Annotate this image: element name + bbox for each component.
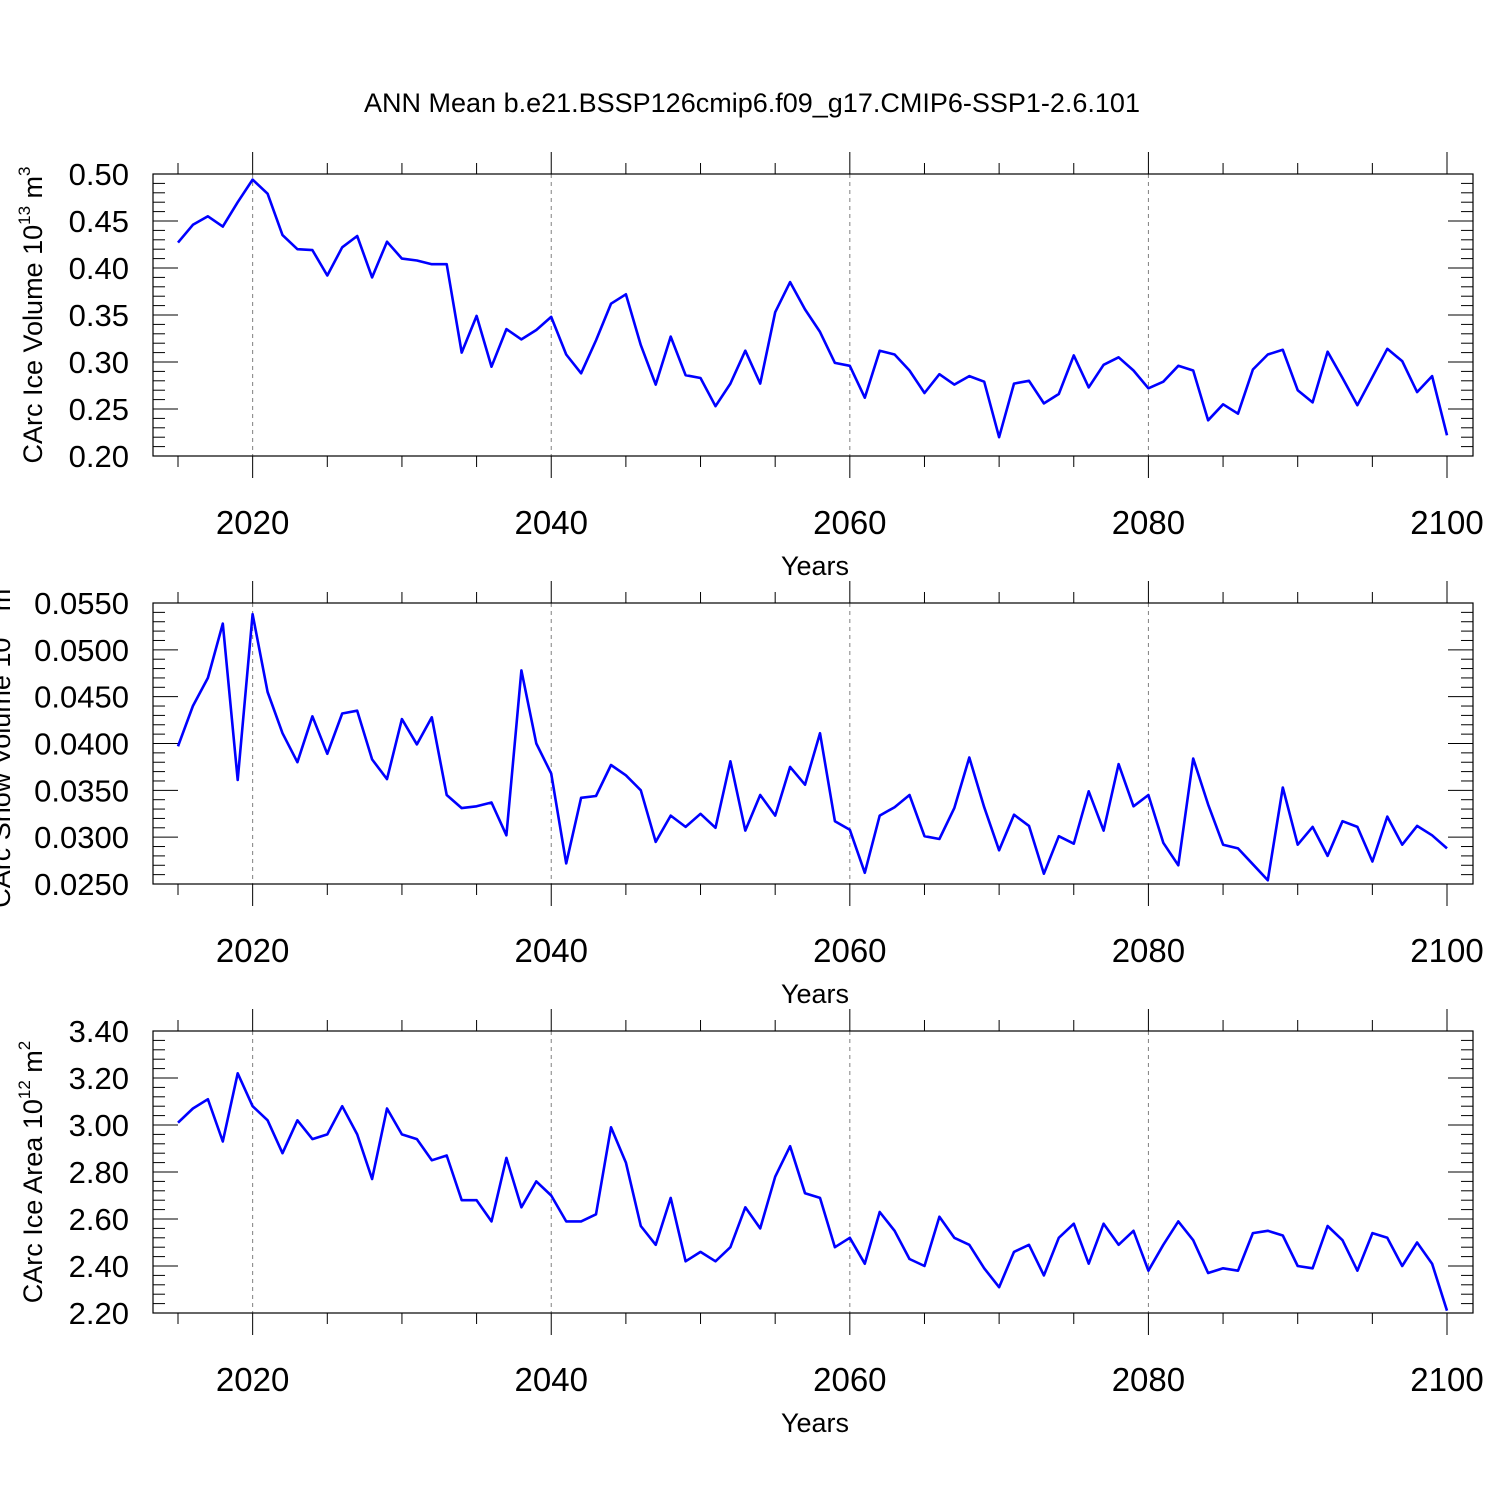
y-tick-label: 2.80 (69, 1155, 129, 1190)
y-tick-label: 0.0400 (34, 727, 129, 762)
y-axis-label: CArc Ice Area 1012 m2 (15, 1041, 48, 1304)
y-tick-label: 0.20 (69, 439, 129, 474)
x-tick-label: 2100 (1410, 932, 1483, 969)
y-tick-label: 2.60 (69, 1202, 129, 1237)
x-tick-label: 2020 (216, 504, 289, 541)
y-tick-label: 0.0500 (34, 633, 129, 668)
chart-panel-2: 2020 2040 2060 2080 2100 0.0250 0.0300 0.0350 0.… (0, 579, 1484, 1009)
x-axis-label: Years (781, 979, 849, 1009)
chart-panel-1: 2020 2040 2060 2080 2100 0.20 0.25 0.30 0.35 0.40… (15, 152, 1484, 581)
series-line (177, 1072, 1449, 1312)
x-tick-label: 2100 (1410, 504, 1483, 541)
y-axis-label-part: m (18, 1050, 48, 1080)
x-tick-label: 2060 (813, 504, 886, 541)
y-axis-label-part: m (0, 589, 16, 619)
y-axis-label-part: CArc Snow Volume 10 (0, 638, 16, 908)
y-axis-label-part: 13 (0, 619, 2, 638)
x-tick-label: 2040 (515, 1361, 588, 1398)
x-tick-label: 2020 (216, 1361, 289, 1398)
y-tick-label: 0.25 (69, 392, 129, 427)
y-tick-label: 3.40 (69, 1014, 129, 1049)
y-tick-label: 0.40 (69, 251, 129, 286)
x-tick-label: 2080 (1112, 1361, 1185, 1398)
plot-frame (152, 1030, 1474, 1314)
y-axis-label: CArc Snow Volume 1013 m3 (0, 579, 16, 908)
x-tick-label: 2060 (813, 1361, 886, 1398)
y-axis-label-part: CArc Ice Volume 10 (18, 225, 48, 464)
x-tick-label: 2040 (515, 932, 588, 969)
y-tick-label: 0.30 (69, 345, 129, 380)
y-axis-label-part: 3 (0, 579, 2, 588)
y-axis-label-part: 2 (15, 1041, 34, 1050)
y-axis-label: CArc Ice Volume 1013 m3 (15, 166, 48, 463)
x-tick-label: 2100 (1410, 1361, 1483, 1398)
y-axis-label-part: 3 (15, 166, 34, 175)
x-tick-label: 2080 (1112, 932, 1185, 969)
y-tick-label: 0.0550 (34, 586, 129, 621)
y-tick-label: 2.40 (69, 1249, 129, 1284)
x-axis-label: Years (781, 1408, 849, 1438)
x-tick-label: 2060 (813, 932, 886, 969)
y-tick-label: 0.0450 (34, 680, 129, 715)
chart-panel-3: 2020 2040 2060 2080 2100 2.20 2.40 2.60 2.80 3.00… (15, 1009, 1484, 1438)
y-tick-label: 0.0300 (34, 820, 129, 855)
y-tick-label: 0.0350 (34, 773, 129, 808)
chart-title: ANN Mean b.e21.BSSP126cmip6.f09_g17.CMIP… (364, 88, 1140, 118)
x-tick-label: 2080 (1112, 504, 1185, 541)
y-axis-label-part: 12 (15, 1080, 34, 1099)
x-tick-label: 2040 (515, 504, 588, 541)
x-tick-label: 2020 (216, 932, 289, 969)
y-axis-label-part: 13 (15, 206, 34, 225)
plot-frame (152, 173, 1474, 457)
x-axis-label: Years (781, 551, 849, 581)
y-tick-label: 0.35 (69, 298, 129, 333)
y-tick-label: 0.45 (69, 204, 129, 239)
y-axis-label-part: CArc Ice Area 10 (18, 1099, 48, 1303)
y-tick-label: 3.00 (69, 1108, 129, 1143)
y-tick-label: 3.20 (69, 1061, 129, 1096)
y-tick-label: 2.20 (69, 1296, 129, 1331)
series-line (177, 178, 1449, 439)
series-line (176, 612, 1448, 882)
y-tick-label: 0.0250 (34, 867, 129, 902)
y-axis-label-part: m (18, 176, 48, 206)
y-tick-label: 0.50 (69, 157, 129, 192)
